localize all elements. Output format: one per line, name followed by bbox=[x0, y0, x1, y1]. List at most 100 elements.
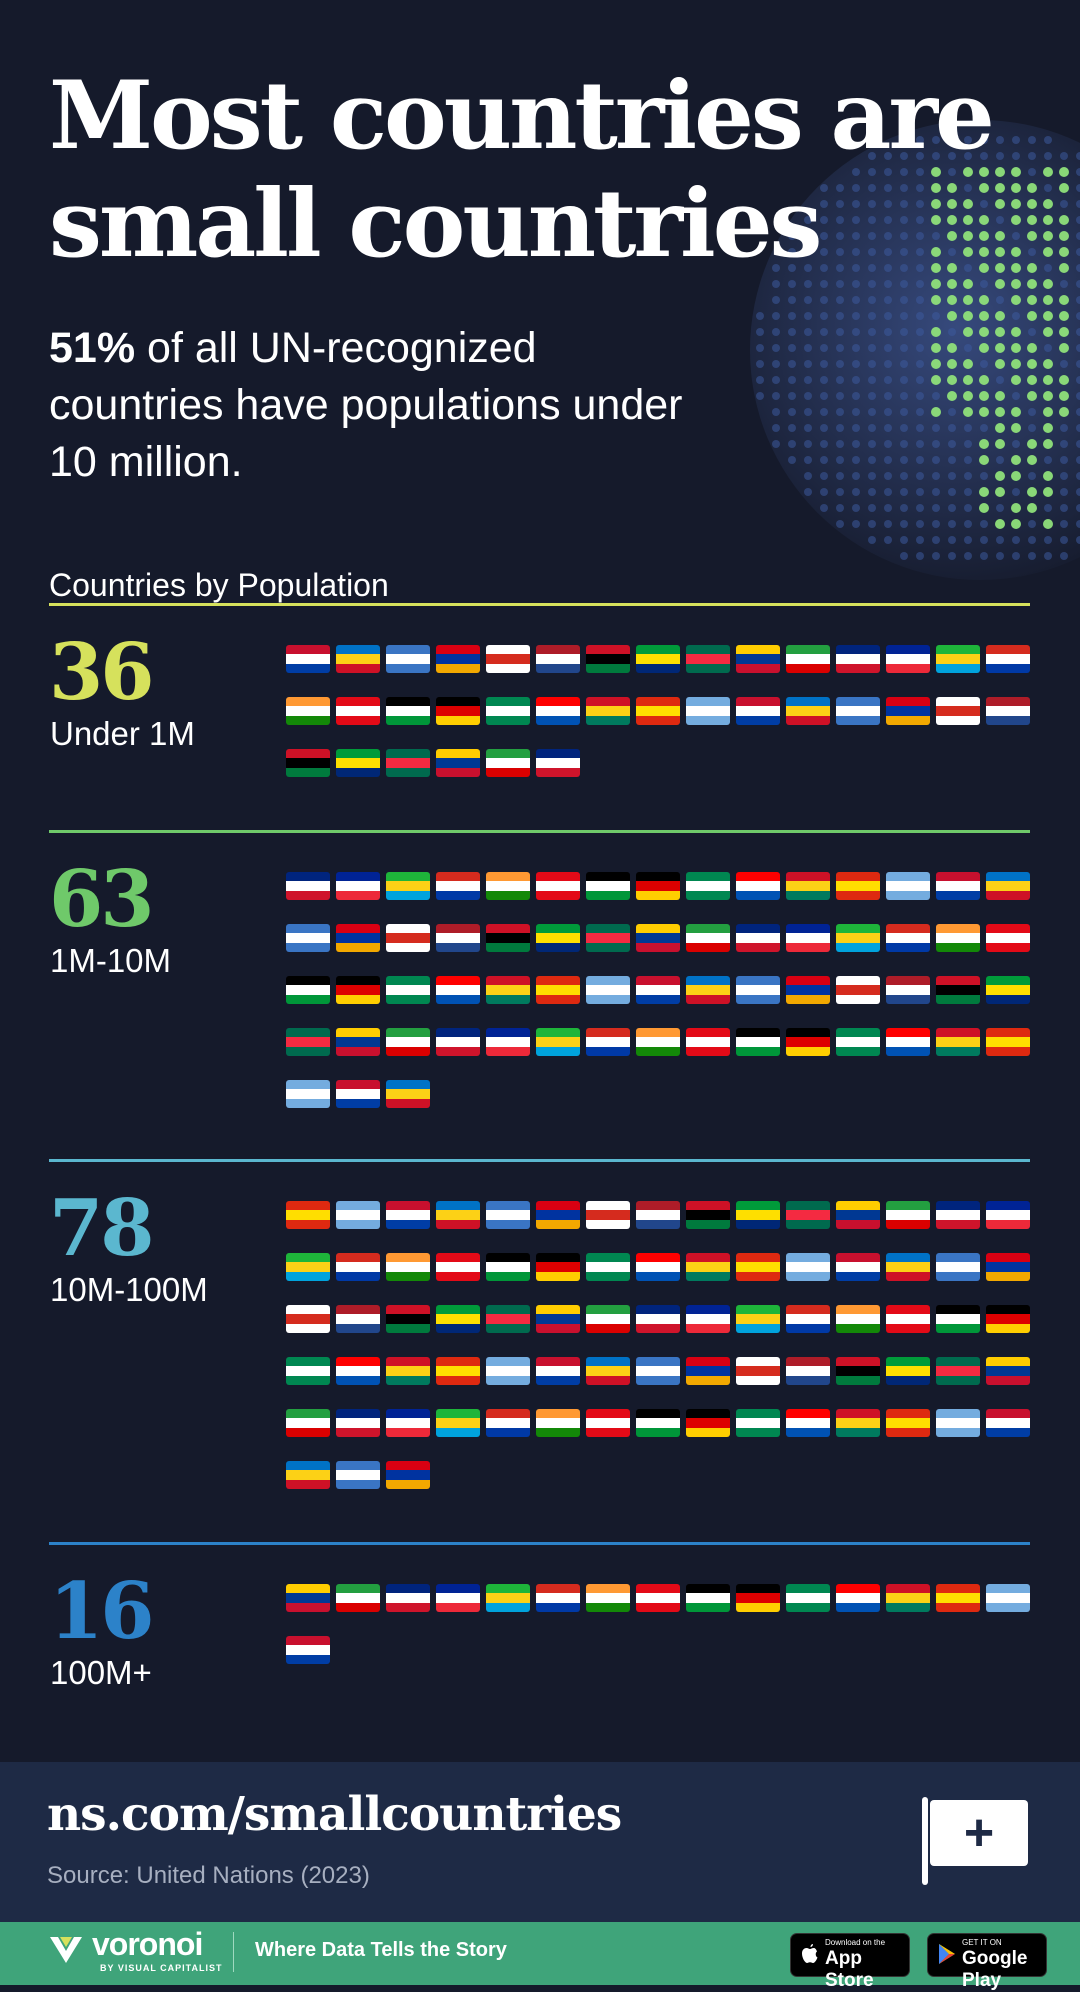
country-flag bbox=[386, 1461, 430, 1489]
country-flag bbox=[936, 1201, 980, 1229]
country-flag bbox=[386, 1080, 430, 1108]
country-flag bbox=[536, 872, 580, 900]
country-flag bbox=[936, 976, 980, 1004]
country-flag bbox=[586, 1028, 630, 1056]
country-flag bbox=[736, 924, 780, 952]
country-flag bbox=[286, 924, 330, 952]
country-flag bbox=[436, 1028, 480, 1056]
google-play-button[interactable]: GET IT ON Google Play bbox=[927, 1933, 1047, 1991]
country-flag bbox=[586, 645, 630, 673]
country-flag bbox=[586, 1201, 630, 1229]
country-flag bbox=[636, 1357, 680, 1385]
country-flag bbox=[436, 1201, 480, 1229]
country-flag bbox=[736, 1584, 780, 1612]
country-flag bbox=[736, 872, 780, 900]
country-flag bbox=[786, 1253, 830, 1281]
country-flag bbox=[686, 924, 730, 952]
country-flag bbox=[886, 924, 930, 952]
country-flag bbox=[636, 1409, 680, 1437]
country-flag bbox=[686, 697, 730, 725]
country-flag bbox=[736, 1201, 780, 1229]
google-play-label: Google Play bbox=[962, 1948, 1028, 1991]
country-flag bbox=[386, 924, 430, 952]
country-flag bbox=[686, 1201, 730, 1229]
country-flag bbox=[436, 872, 480, 900]
country-flag bbox=[936, 1357, 980, 1385]
country-flag bbox=[386, 976, 430, 1004]
country-flag bbox=[636, 872, 680, 900]
country-flag bbox=[886, 1409, 930, 1437]
country-flag bbox=[386, 697, 430, 725]
country-flag bbox=[336, 1584, 380, 1612]
country-flag bbox=[486, 1201, 530, 1229]
divider bbox=[233, 1932, 234, 1972]
country-flag bbox=[936, 1028, 980, 1056]
country-flag bbox=[886, 1357, 930, 1385]
group-label: 1M-10M bbox=[50, 942, 172, 979]
country-flag bbox=[536, 1305, 580, 1333]
country-flag bbox=[336, 976, 380, 1004]
country-flag bbox=[286, 1461, 330, 1489]
country-flag bbox=[536, 924, 580, 952]
country-flag bbox=[386, 1028, 430, 1056]
country-flag bbox=[736, 645, 780, 673]
country-flag bbox=[486, 872, 530, 900]
country-flag bbox=[386, 1305, 430, 1333]
country-flag bbox=[386, 1201, 430, 1229]
country-flag bbox=[936, 1584, 980, 1612]
country-flag bbox=[486, 1584, 530, 1612]
country-flag bbox=[786, 1584, 830, 1612]
group-count: 63 bbox=[49, 854, 155, 945]
country-flag bbox=[636, 1201, 680, 1229]
country-flag bbox=[336, 1409, 380, 1437]
country-flag bbox=[686, 645, 730, 673]
country-flag bbox=[736, 1253, 780, 1281]
country-flag bbox=[886, 1028, 930, 1056]
country-flag bbox=[836, 1409, 880, 1437]
country-flag bbox=[586, 1357, 630, 1385]
country-flag bbox=[986, 1028, 1030, 1056]
footer-url[interactable]: ns.com/smallcountries bbox=[47, 1787, 622, 1842]
country-flag bbox=[536, 1201, 580, 1229]
app-store-button[interactable]: Download on the App Store bbox=[790, 1933, 910, 1991]
country-flag bbox=[886, 1201, 930, 1229]
country-flag bbox=[286, 1357, 330, 1385]
country-flag bbox=[686, 1253, 730, 1281]
country-flag bbox=[436, 1409, 480, 1437]
country-flag bbox=[536, 1028, 580, 1056]
country-flag bbox=[536, 1253, 580, 1281]
country-flag bbox=[986, 1305, 1030, 1333]
apple-icon bbox=[802, 1944, 818, 1963]
country-flag bbox=[486, 1305, 530, 1333]
country-flag bbox=[386, 1253, 430, 1281]
google-play-small: GET IT ON bbox=[962, 1938, 1002, 1947]
country-flag bbox=[986, 976, 1030, 1004]
country-flag bbox=[436, 976, 480, 1004]
country-flag bbox=[286, 1409, 330, 1437]
country-flag bbox=[786, 697, 830, 725]
country-flag bbox=[586, 697, 630, 725]
group-rule bbox=[49, 603, 1030, 606]
subtitle-text: of all UN-recognized countries have popu… bbox=[49, 324, 683, 486]
country-flag bbox=[336, 1461, 380, 1489]
section-title: Countries by Population bbox=[49, 567, 389, 603]
country-flag bbox=[986, 1409, 1030, 1437]
country-flag bbox=[386, 1357, 430, 1385]
country-flag bbox=[786, 1028, 830, 1056]
country-flag bbox=[836, 1201, 880, 1229]
country-flag bbox=[286, 1636, 330, 1664]
country-flag bbox=[636, 645, 680, 673]
country-flag bbox=[286, 697, 330, 725]
country-flag bbox=[536, 1409, 580, 1437]
footer bbox=[0, 1762, 1080, 1922]
country-flag bbox=[686, 1028, 730, 1056]
country-flag bbox=[386, 749, 430, 777]
country-flag bbox=[836, 1028, 880, 1056]
country-flag bbox=[436, 1357, 480, 1385]
country-flag bbox=[786, 1201, 830, 1229]
country-flag bbox=[336, 1253, 380, 1281]
country-flag bbox=[486, 924, 530, 952]
country-flag bbox=[486, 976, 530, 1004]
globe-illustration bbox=[750, 120, 1080, 580]
flag-plus-icon: + bbox=[930, 1800, 1028, 1866]
